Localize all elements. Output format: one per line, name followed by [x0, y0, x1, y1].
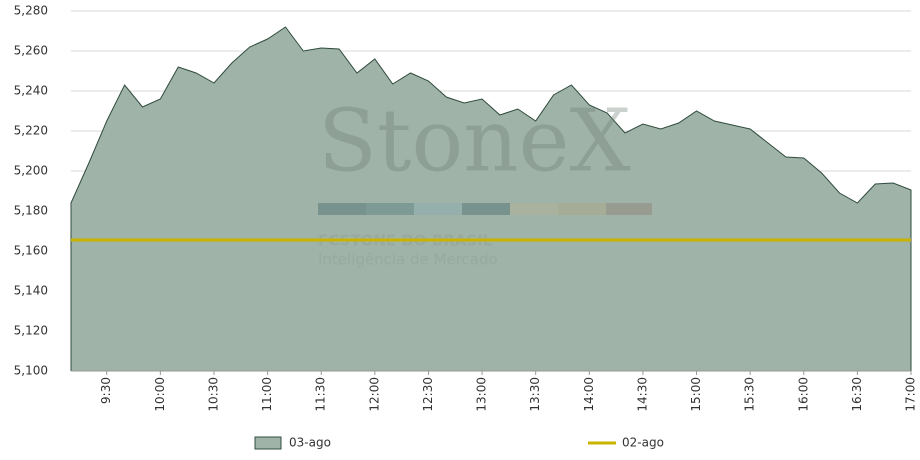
legend-label: 03-ago [289, 436, 331, 450]
y-tick-label: 5,280 [14, 4, 48, 18]
x-tick-label: 12:30 [421, 377, 435, 412]
x-tick-label: 14:00 [582, 377, 596, 412]
y-tick-label: 5,260 [14, 44, 48, 58]
legend-swatch [254, 436, 282, 450]
watermark-tagline: Inteligência de Mercado [318, 251, 498, 269]
area [71, 27, 911, 371]
x-tick-label: 13:30 [528, 377, 542, 412]
x-tick-label: 11:00 [260, 377, 274, 412]
x-tick-label: 15:00 [689, 377, 703, 412]
y-tick-label: 5,220 [14, 124, 48, 138]
x-tick-label: 10:30 [206, 377, 220, 412]
y-tick-label: 5,240 [14, 84, 48, 98]
watermark-brand: StoneX [318, 92, 631, 192]
plot [70, 26, 912, 371]
y-tick-label: 5,160 [14, 244, 48, 258]
watermark-bar [318, 203, 652, 215]
x-tick-label: 16:00 [796, 377, 810, 412]
x-tick-label: 12:00 [367, 377, 381, 412]
x-tick-label: 10:00 [153, 377, 167, 412]
area-line [70, 26, 912, 371]
x-tick-label: 16:30 [850, 377, 864, 412]
x-tick-label: 13:00 [475, 377, 489, 412]
x-tick-label: 15:30 [743, 377, 757, 412]
overlay: 5,100 5,120 5,140 5,160 5,180 5,200 5,220 5,240… [14, 4, 918, 450]
legend-label: 02-ago [622, 436, 664, 450]
y-tick-label: 5,100 [14, 364, 48, 378]
x-tick-label: 9:30 [99, 377, 113, 404]
x-tick-label: 11:30 [314, 377, 328, 412]
y-tick-label: 5,140 [14, 284, 48, 298]
y-tick-label: 5,200 [14, 164, 48, 178]
x-tick-label: 14:30 [635, 377, 649, 412]
y-tick-label: 5,120 [14, 324, 48, 338]
x-tick-label: 17:00 [904, 377, 918, 412]
y-tick-label: 5,180 [14, 204, 48, 218]
